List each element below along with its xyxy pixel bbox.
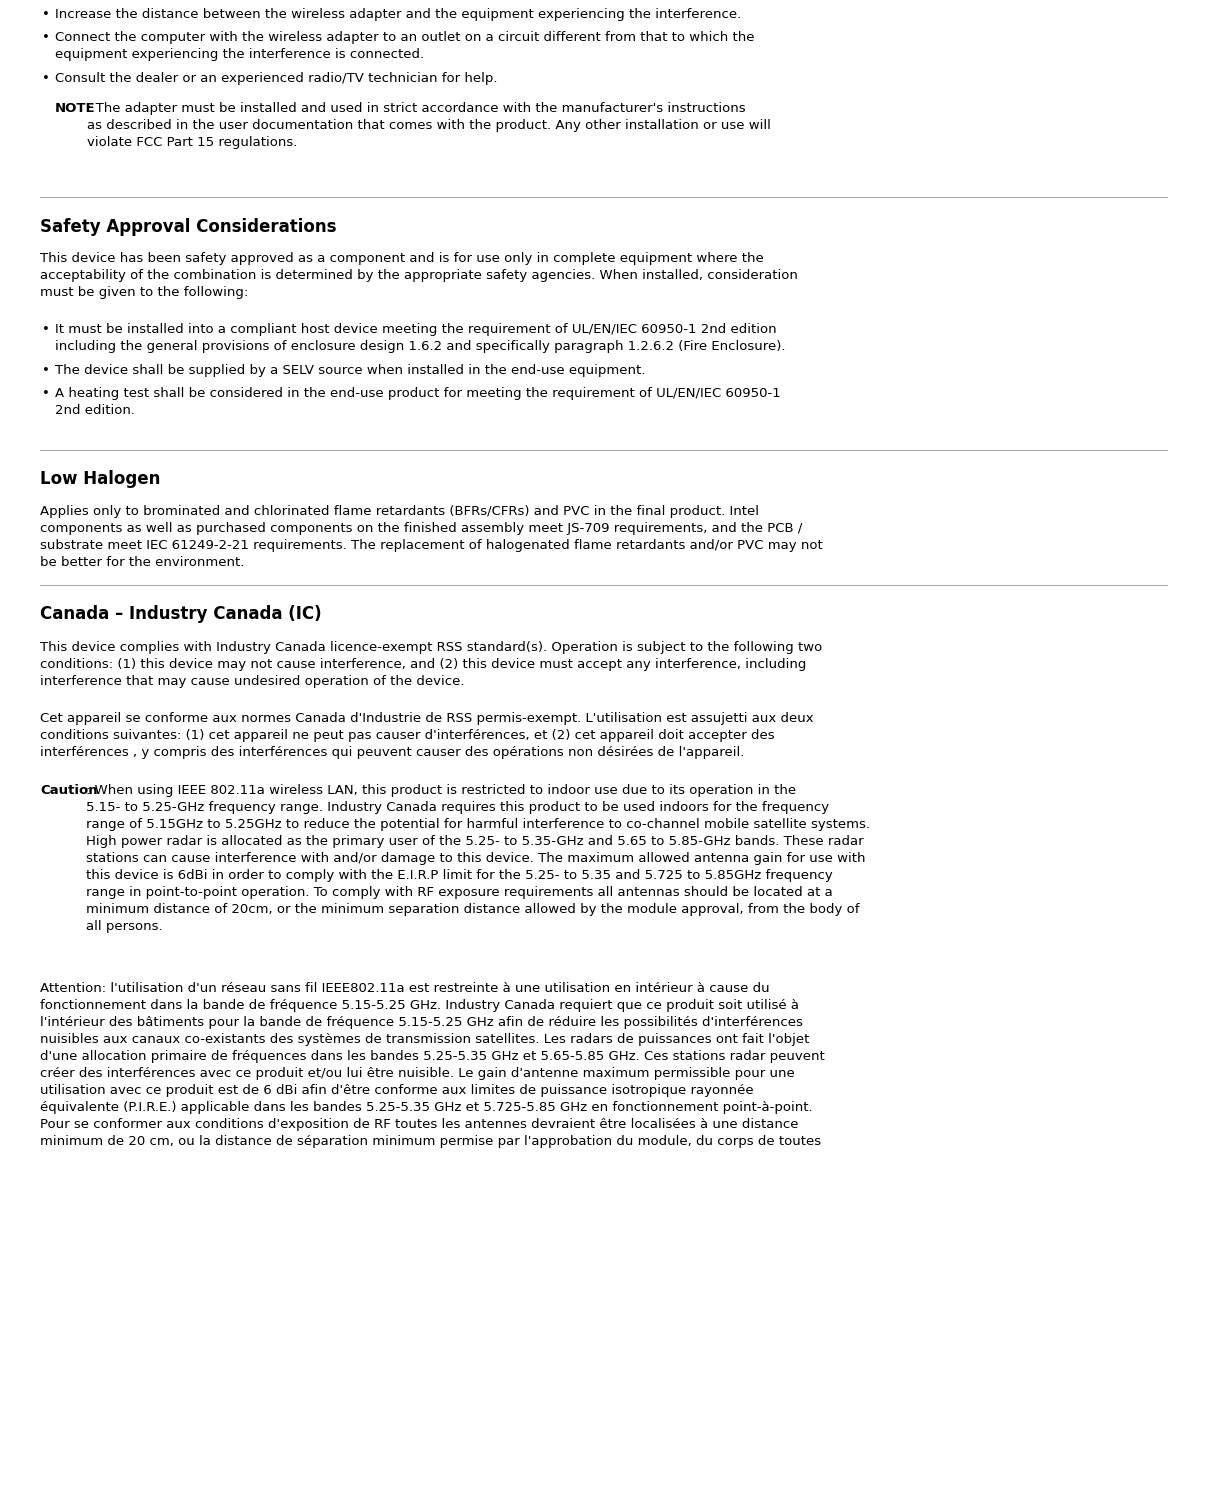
Text: •: • (42, 387, 49, 401)
Text: This device complies with Industry Canada licence-exempt RSS standard(s). Operat: This device complies with Industry Canad… (40, 642, 822, 688)
Text: Applies only to brominated and chlorinated flame retardants (BFRs/CFRs) and PVC : Applies only to brominated and chlorinat… (40, 505, 823, 569)
Text: NOTE: NOTE (56, 102, 95, 114)
Text: Caution: Caution (40, 785, 98, 797)
Text: Low Halogen: Low Halogen (40, 470, 161, 488)
Text: This device has been safety approved as a component and is for use only in compl: This device has been safety approved as … (40, 252, 798, 300)
Text: Increase the distance between the wireless adapter and the equipment experiencin: Increase the distance between the wirele… (56, 8, 741, 21)
Text: The device shall be supplied by a SELV source when installed in the end-use equi: The device shall be supplied by a SELV s… (56, 364, 646, 376)
Text: : When using IEEE 802.11a wireless LAN, this product is restricted to indoor use: : When using IEEE 802.11a wireless LAN, … (86, 785, 870, 934)
Text: Connect the computer with the wireless adapter to an outlet on a circuit differe: Connect the computer with the wireless a… (56, 32, 754, 62)
Text: Consult the dealer or an experienced radio/TV technician for help.: Consult the dealer or an experienced rad… (56, 72, 497, 84)
Text: •: • (42, 32, 49, 44)
Text: Cet appareil se conforme aux normes Canada d'Industrie de RSS permis-exempt. L'u: Cet appareil se conforme aux normes Cana… (40, 712, 814, 759)
Text: Canada – Industry Canada (IC): Canada – Industry Canada (IC) (40, 605, 321, 623)
Text: •: • (42, 8, 49, 21)
Text: A heating test shall be considered in the end-use product for meeting the requir: A heating test shall be considered in th… (56, 387, 781, 417)
Text: •: • (42, 364, 49, 376)
Text: •: • (42, 322, 49, 336)
Text: Safety Approval Considerations: Safety Approval Considerations (40, 218, 337, 236)
Text: : The adapter must be installed and used in strict accordance with the manufactu: : The adapter must be installed and used… (87, 102, 771, 149)
Text: •: • (42, 72, 49, 84)
Text: It must be installed into a compliant host device meeting the requirement of UL/: It must be installed into a compliant ho… (56, 322, 786, 352)
Text: Attention: l'utilisation d'un réseau sans fil IEEE802.11a est restreinte à une u: Attention: l'utilisation d'un réseau san… (40, 982, 824, 1148)
